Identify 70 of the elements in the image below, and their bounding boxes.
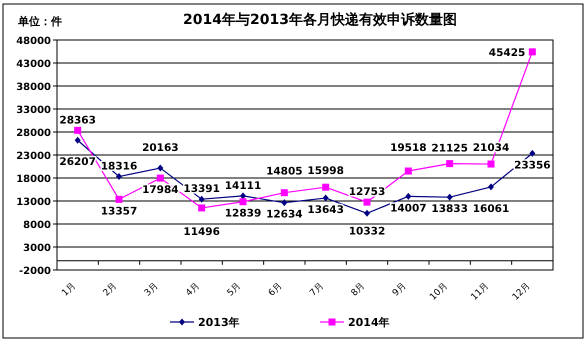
y-tick-label: 18000 bbox=[16, 174, 52, 185]
y-axis-title: 单位：件 bbox=[17, 15, 62, 28]
x-tick-label: 9月 bbox=[390, 281, 408, 299]
legend-label: 2013年 bbox=[198, 316, 240, 329]
point bbox=[156, 174, 164, 182]
point bbox=[280, 189, 288, 196]
point bbox=[322, 184, 330, 191]
y-tick-label: 43000 bbox=[16, 59, 52, 70]
point bbox=[446, 194, 453, 201]
point bbox=[364, 210, 370, 217]
y-tick-label: 38000 bbox=[16, 82, 52, 93]
data-label: 14805 bbox=[266, 166, 303, 178]
y-tick-label: 3000 bbox=[23, 243, 52, 254]
data-label: 12839 bbox=[224, 208, 262, 220]
point bbox=[488, 183, 494, 190]
point bbox=[198, 204, 206, 212]
data-label: 16061 bbox=[472, 202, 510, 215]
x-tick-label: 10月 bbox=[428, 281, 450, 303]
point bbox=[240, 192, 246, 200]
point bbox=[405, 192, 412, 200]
data-label: 12634 bbox=[266, 208, 303, 221]
data-label: 26207 bbox=[59, 156, 96, 168]
data-label: 14111 bbox=[224, 180, 262, 192]
y-tick-label: 23000 bbox=[16, 151, 52, 162]
point bbox=[74, 136, 81, 144]
x-tick-label: 8月 bbox=[350, 281, 368, 299]
y-tick-label: 28000 bbox=[16, 128, 52, 139]
data-label: 13643 bbox=[307, 204, 344, 216]
data-label: 15998 bbox=[307, 165, 344, 178]
point bbox=[528, 48, 536, 56]
x-tick-label: 4月 bbox=[184, 281, 202, 299]
point bbox=[446, 160, 454, 168]
point bbox=[364, 198, 370, 206]
data-label: 20163 bbox=[142, 142, 179, 154]
y-tick-label: 13000 bbox=[16, 197, 52, 208]
x-tick-label: 1月 bbox=[60, 281, 78, 299]
point bbox=[240, 198, 246, 206]
point bbox=[116, 173, 122, 180]
y-tick-label: -2000 bbox=[19, 266, 52, 277]
point bbox=[74, 126, 82, 134]
x-tick-label: 2月 bbox=[102, 281, 120, 299]
data-label: 19518 bbox=[390, 142, 427, 154]
x-tick-label: 7月 bbox=[308, 281, 326, 299]
data-label: 13833 bbox=[431, 203, 468, 216]
x-tick-label: 11月 bbox=[470, 281, 492, 303]
point bbox=[488, 160, 494, 168]
point bbox=[404, 168, 412, 175]
y-tick-label: 8000 bbox=[23, 220, 52, 231]
x-tick-label: 5月 bbox=[226, 281, 244, 299]
data-label: 14007 bbox=[390, 202, 427, 214]
data-label: 13357 bbox=[100, 205, 138, 218]
y-tick-label: 48000 bbox=[16, 36, 52, 47]
x-tick-label: 12月 bbox=[510, 281, 532, 303]
data-label: 10332 bbox=[348, 225, 386, 238]
point bbox=[198, 196, 205, 203]
data-label: 21125 bbox=[431, 142, 468, 155]
x-tick-label: 3月 bbox=[142, 281, 160, 299]
data-label: 11496 bbox=[183, 226, 220, 238]
point bbox=[322, 194, 329, 202]
data-label: 28363 bbox=[59, 114, 96, 126]
point bbox=[116, 196, 122, 203]
chart-title: 2014年与2013年各月快递有效申诉数量图 bbox=[183, 11, 457, 28]
data-label: 17984 bbox=[142, 184, 179, 196]
y-tick-label: 33000 bbox=[16, 105, 52, 116]
data-label: 45425 bbox=[488, 46, 526, 59]
point bbox=[529, 150, 536, 157]
x-tick-label: 6月 bbox=[266, 281, 284, 299]
legend-label: 2014年 bbox=[348, 316, 390, 329]
point bbox=[281, 199, 288, 206]
point bbox=[157, 164, 164, 172]
